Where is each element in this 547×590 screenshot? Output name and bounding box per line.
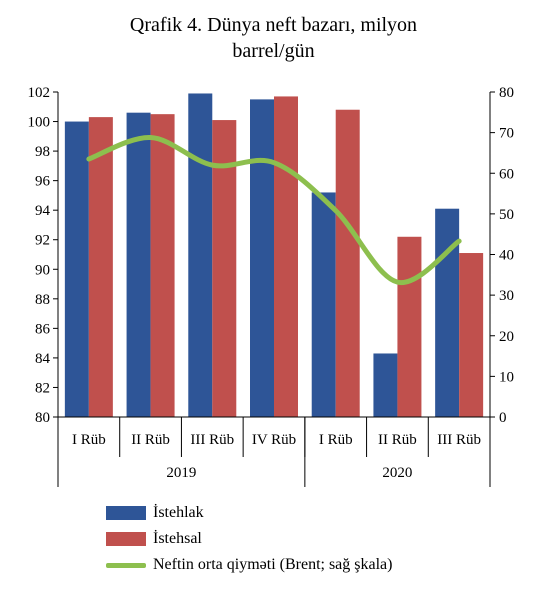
legend-item-production: İstehsal: [106, 526, 392, 552]
y-right-tick-label: 60: [499, 166, 514, 182]
bar-consumption-3: [250, 99, 274, 418]
bar-production-3: [274, 96, 298, 417]
x-tick-label: II Rüb: [131, 432, 170, 448]
legend-label-production: İstehsal: [153, 530, 202, 547]
y-right-tick-label: 70: [499, 126, 514, 142]
y-left-tick-label: 90: [35, 262, 50, 278]
chart-plot: 8082848688909294969810010201020304050607…: [28, 85, 514, 487]
legend-swatch-brent-price: [106, 562, 146, 568]
y-left-tick-label: 88: [35, 292, 50, 308]
legend-label-consumption: İstehlak: [153, 504, 204, 521]
legend-swatch-consumption: [106, 506, 146, 520]
legend-item-consumption: İstehlak: [106, 500, 392, 526]
bar-consumption-0: [64, 121, 89, 417]
y-right-tick-label: 40: [499, 248, 514, 264]
y-right-tick-label: 50: [499, 207, 514, 223]
legend-item-brent-price: Neftin orta qiymәti (Brent; sağ şkala): [106, 552, 392, 578]
y-left-tick-label: 100: [28, 115, 51, 131]
bar-production-0: [88, 117, 113, 417]
bar-consumption-4: [311, 192, 336, 417]
x-tick-label: I Rüb: [72, 432, 106, 448]
bar-production-5: [397, 236, 422, 417]
bar-production-6: [459, 253, 484, 417]
y-left-tick-label: 86: [35, 321, 51, 337]
y-left-tick-label: 80: [35, 410, 50, 426]
y-right-tick-label: 30: [499, 288, 514, 304]
x-tick-label: III Rüb: [190, 432, 234, 448]
chart-title: Qrafik 4. Dünya neft bazarı, milyon barr…: [0, 12, 547, 64]
y-left-tick-label: 102: [28, 85, 51, 101]
x-tick-label: IV Rüb: [252, 432, 296, 448]
chart-title-line-2: barrel/gün: [232, 40, 315, 62]
x-tick-label: I Rüb: [319, 432, 353, 448]
y-left-tick-label: 82: [35, 380, 50, 396]
y-left-tick-label: 96: [35, 174, 51, 190]
legend-label-brent-price: Neftin orta qiymәti (Brent; sağ şkala): [153, 556, 393, 573]
x-group-label: 2020: [382, 465, 412, 481]
bar-consumption-6: [435, 208, 460, 417]
bar-production-4: [335, 109, 360, 418]
bar-consumption-5: [373, 353, 398, 417]
y-right-tick-label: 20: [499, 329, 514, 345]
legend-swatch-production: [106, 532, 146, 546]
bar-production-2: [212, 120, 237, 418]
y-right-tick-label: 10: [499, 369, 514, 385]
x-tick-label: II Rüb: [378, 432, 417, 448]
y-left-tick-label: 84: [35, 351, 51, 367]
y-left-tick-label: 94: [35, 203, 51, 219]
bar-consumption-2: [188, 93, 213, 418]
bar-consumption-1: [126, 112, 151, 417]
y-left-tick-label: 98: [35, 144, 50, 160]
x-group-label: 2019: [166, 465, 196, 481]
y-right-tick-label: 80: [499, 85, 514, 101]
chart-legend: İstehlak İstehsal Neftin orta qiymәti (B…: [106, 500, 392, 578]
y-left-tick-label: 92: [35, 233, 50, 249]
chart-title-line-1: Qrafik 4. Dünya neft bazarı, milyon: [129, 14, 418, 36]
line-brent-price: [86, 134, 462, 285]
bar-production-1: [150, 114, 175, 417]
y-right-tick-label: 0: [499, 410, 507, 426]
x-tick-label: III Rüb: [437, 432, 481, 448]
